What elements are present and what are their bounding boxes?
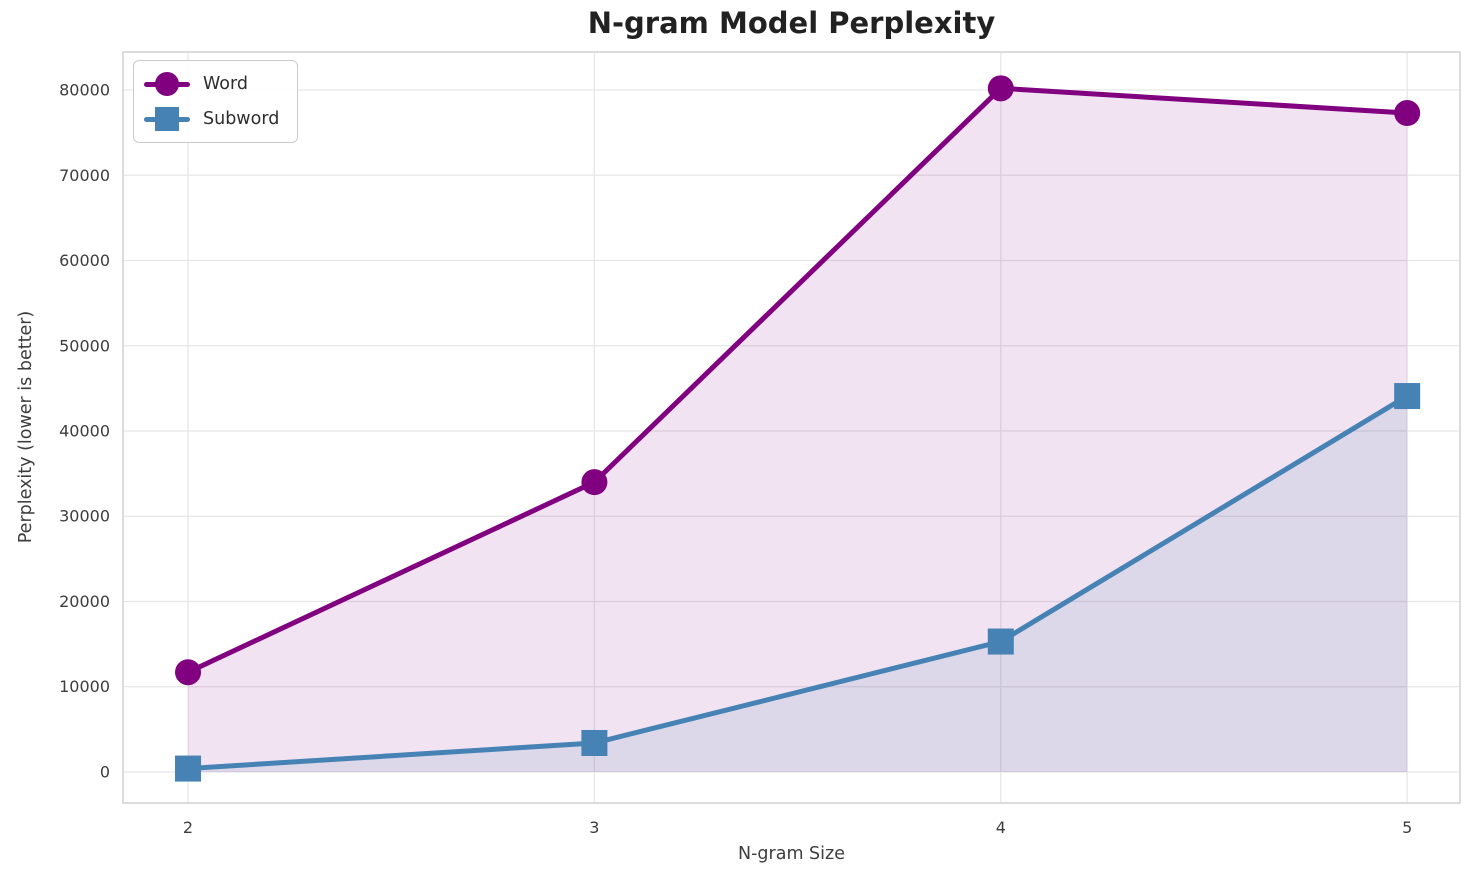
subword-line-square-marker-icon [144,106,190,132]
svg-text:4: 4 [996,818,1006,837]
x-axis-label: N-gram Size [738,844,845,864]
tick-labels: 0 10000 20000 30000 40000 50000 60000 70000 8000… [59,81,1412,837]
svg-text:5: 5 [1402,818,1412,837]
area-fills [188,88,1408,772]
svg-text:20000: 20000 [59,592,110,611]
legend-label-word: Word [203,74,248,94]
svg-text:0: 0 [100,762,110,781]
series-word [175,75,1421,686]
svg-text:30000: 30000 [59,507,110,526]
legend-item-word: Word [144,71,279,97]
svg-text:40000: 40000 [59,421,110,440]
svg-text:60000: 60000 [59,251,110,270]
chart-title: N-gram Model Perplexity [587,6,996,40]
word-line-circle-marker-icon [144,71,190,97]
svg-text:10000: 10000 [59,677,110,696]
legend-label-subword: Subword [203,109,280,129]
legend: Word Subword [133,60,299,143]
svg-text:2: 2 [183,818,193,837]
svg-text:50000: 50000 [59,336,110,355]
svg-text:80000: 80000 [59,81,110,100]
series-subword [175,383,1421,782]
legend-item-subword: Subword [144,106,279,132]
svg-text:3: 3 [589,818,599,837]
y-axis-label: Perplexity (lower is better) [16,310,36,544]
svg-text:70000: 70000 [59,166,110,185]
plot-border [122,51,1461,804]
